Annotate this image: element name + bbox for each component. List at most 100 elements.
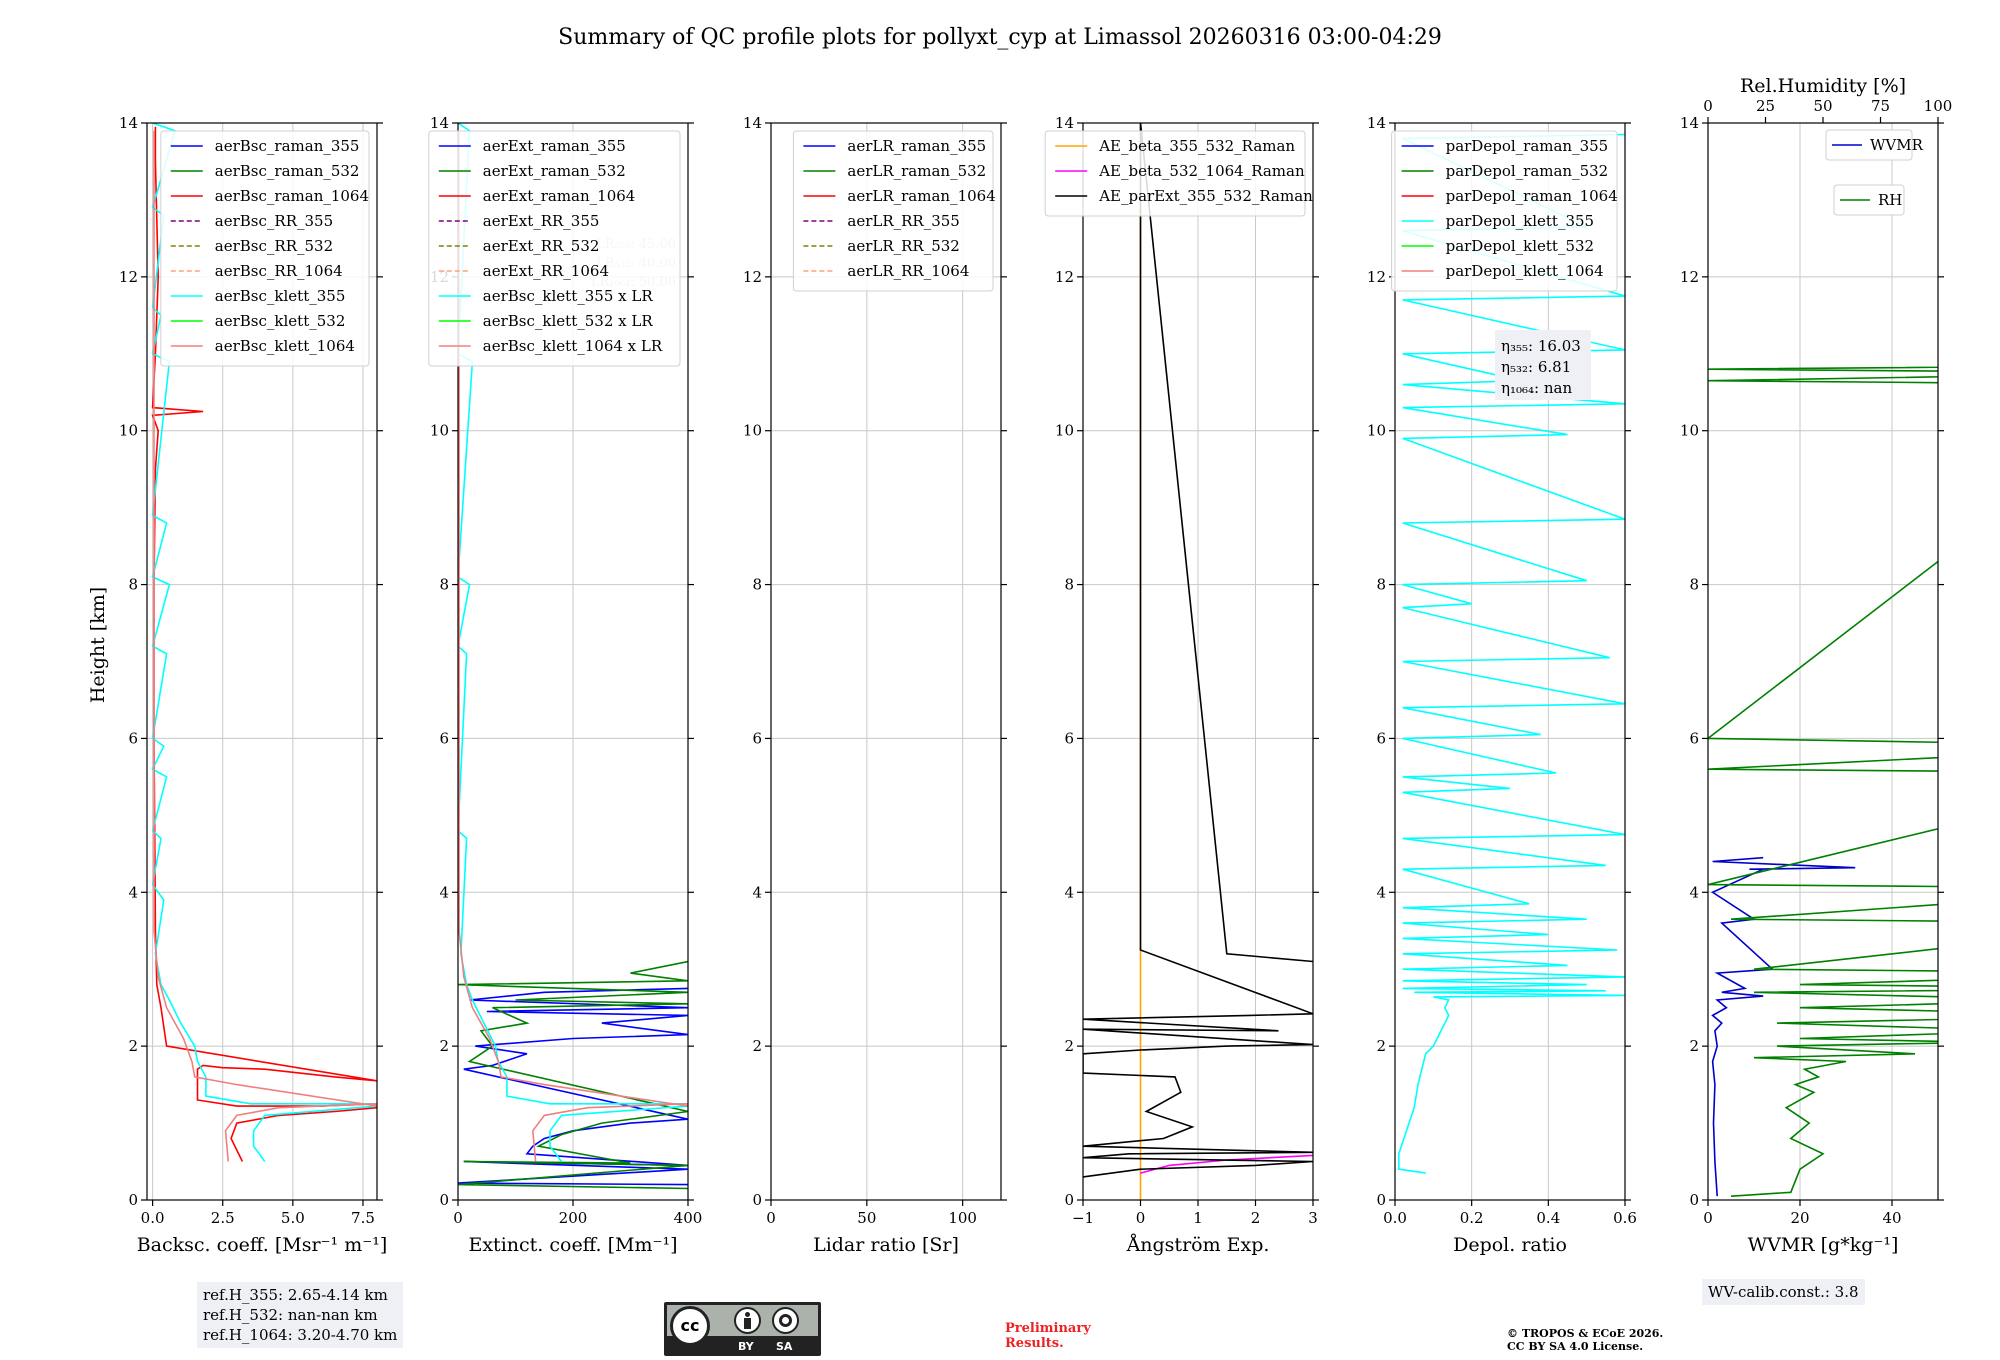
reference-height-box: ref.H_355: 2.65-4.14 km ref.H_532: nan-n… [197,1282,404,1348]
backscatter-ytick-label: 10 [119,422,138,440]
series-RH [1708,366,1938,1197]
lidar_ratio-ytick-label: 10 [743,422,762,440]
extinction-ytick-label: 4 [439,883,449,901]
cc-logo-text: cc [680,1316,700,1335]
ref-height-355: ref.H_355: 2.65-4.14 km [203,1286,388,1304]
ref-height-1064: ref.H_1064: 3.20-4.70 km [203,1326,398,1344]
angstrom-ytick-label: 0 [1064,1191,1074,1209]
legend-label-aerExt-RR-532: aerExt_RR_532 [483,237,600,255]
legend-label-aerBsc-raman-1064: aerBsc_raman_1064 [215,187,369,205]
extinction-ytick-label: 6 [439,729,449,747]
angstrom-ytick-label: 14 [1055,114,1074,132]
legend-label-aerBsc-klett-532: aerBsc_klett_532 [215,312,346,330]
legend-label-aerBsc-raman-355: aerBsc_raman_355 [215,137,360,155]
lidar_ratio-legend-box [792,130,994,292]
extinction-ytick-label: 14 [430,114,449,132]
wvmr_rh-ytick-label: 4 [1689,883,1699,901]
copyright-line1: © TROPOS & ECoE 2026. [1507,1327,1664,1340]
figure-title: Summary of QC profile plots for pollyxt_… [558,25,1442,50]
legend-label-AE-parExt-355-532-Raman: AE_parExt_355_532_Raman [1098,187,1313,205]
series-WVMR [1710,856,1856,1197]
series-aerBsc-klett-1064 [153,130,377,1162]
wvmr_rh-xtick-label: 0 [1703,1209,1713,1227]
legend-label-aerLR-RR-1064: aerLR_RR_1064 [847,262,969,280]
wvmr_rh-legend-box [1825,129,1913,161]
angstrom-xtick-label: 2 [1251,1209,1261,1227]
lidar_ratio-xtick-label: 50 [857,1209,876,1227]
legend-label-aerLR-RR-532: aerLR_RR_532 [847,237,959,255]
lidar_ratio-ytick-label: 2 [752,1037,762,1055]
series-aerBsc-klett-355 [151,123,377,1162]
wvmr_rh-ytick-label: 2 [1689,1037,1699,1055]
wvmr_rh-xtick-label: 40 [1882,1209,1901,1227]
lidar_ratio-panel: 0 2 4 6 8 10 12 14 0 50 100 Lidar ratio [Sr] aerLR_r… [743,114,1007,1256]
angstrom-ytick-label: 4 [1064,883,1074,901]
angstrom-ytick-label: 2 [1064,1037,1074,1055]
backscatter-ytick-label: 6 [128,729,138,747]
extinction-legend-box [428,130,681,367]
legend-label-aerBsc-RR-532: aerBsc_RR_532 [215,237,333,255]
wvmr_rh-xtick-label: 20 [1790,1209,1809,1227]
extinction-panel: 024681012140200400Extinct. coeff. [Mm⁻¹]… [428,114,702,1256]
angstrom-xtick-label: 3 [1308,1209,1318,1227]
legend-label-RH: RH [1878,191,1902,209]
legend-label-aerBsc-RR-355: aerBsc_RR_355 [215,212,333,230]
eta-box [1495,330,1591,400]
wv-calibration-text: WV-calib.const.: 3.8 [1708,1283,1859,1301]
backscatter-legend-box [160,130,370,367]
cc-logo-icon: cc [670,1306,710,1346]
depolarization-xlabel: Depol. ratio [1453,1234,1567,1256]
preliminary-line2: Results. [1005,1336,1064,1351]
share-alike-icon [772,1307,799,1334]
legend-label-AE-beta-355-532-Raman: AE_beta_355_532_Raman [1098,137,1295,155]
depolarization-ytick-label: 6 [1376,729,1386,747]
wvmr_rh-ytick-label: 12 [1680,268,1699,286]
backscatter-xtick-label: 5.0 [281,1209,305,1227]
legend-label-aerBsc-RR-1064: aerBsc_RR_1064 [215,262,343,280]
lidar_ratio-ytick-label: 0 [752,1191,762,1209]
series-aerExt-raman-532 [458,960,688,1190]
backscatter-ytick-label: 8 [128,576,138,594]
legend-label-aerBsc-klett-532-x-LR: aerBsc_klett_532 x LR [483,312,654,330]
backscatter-panel: 0 2 4 6 8 10 12 14 0.0 2.5 5.0 7.5 Backsc. coeff. [M… [119,114,387,1256]
legend-label-aerExt-raman-532: aerExt_raman_532 [483,162,626,180]
ref-height-532: ref.H_532: nan-nan km [203,1306,378,1324]
wvmr_rh-toptick-label: 100 [1924,97,1953,115]
license-sa-label: SA [776,1340,793,1353]
extinction-xtick-label: 200 [559,1209,588,1227]
lidar_ratio-ytick-label: 6 [752,729,762,747]
wvmr_rh-xlabel: WVMR [g*kg⁻¹] [1748,1234,1899,1256]
depolarization-ytick-label: 0 [1376,1191,1386,1209]
lidar_ratio-ytick-label: 8 [752,576,762,594]
depolarization-xtick-label: 0.4 [1536,1209,1560,1227]
wvmr_rh-ytick-label: 8 [1689,576,1699,594]
angstrom-ytick-label: 6 [1064,729,1074,747]
backscatter-frame [146,122,378,1201]
depolarization-ytick-label: 10 [1367,422,1386,440]
backscatter-xtick-label: 2.5 [211,1209,235,1227]
depolarization-ytick-label: 8 [1376,576,1386,594]
series-aerBsc-klett-355-x-LR [458,123,688,1162]
preliminary-line1: Preliminary [1005,1321,1091,1336]
series-aerBsc-raman-1064 [151,126,377,1162]
angstrom-xlabel: Ångström Exp. [1126,1234,1270,1256]
series-parDepol-klett-355 [1398,133,1625,1174]
depolarization-xtick-label: 0.2 [1460,1209,1484,1227]
legend-label-aerBsc-klett-1064: aerBsc_klett_1064 [215,337,355,355]
depolarization-frame [1394,122,1626,1201]
angstrom-xtick-label: −1 [1072,1209,1094,1227]
copyright-note: © TROPOS & ECoE 2026. CC BY SA 4.0 Licen… [1507,1327,1663,1353]
angstrom-ytick-label: 8 [1064,576,1074,594]
legend-label-parDepol-raman-355: parDepol_raman_355 [1446,137,1609,155]
extinction-xlabel: Extinct. coeff. [Mm⁻¹] [468,1234,677,1256]
lidar_ratio-ytick-label: 4 [752,883,762,901]
angstrom-xtick-label: 0 [1136,1209,1146,1227]
backscatter-ytick-label: 12 [119,268,138,286]
extinction-ytick-label: 8 [439,576,449,594]
attribution-icon [734,1307,761,1334]
depolarization-panel: 0 2 4 6 8 10 12 14 0.0 0.2 0.4 0.6 Depol. ratio η₃₅₅:… [1367,114,1637,1256]
eta-label: η₃₅₅: 16.03 [1501,337,1581,355]
cc-license-badge: cc BY SA [664,1302,821,1356]
legend-label-aerBsc-klett-355: aerBsc_klett_355 [215,287,346,305]
legend-label-aerLR-raman-1064: aerLR_raman_1064 [847,187,995,205]
